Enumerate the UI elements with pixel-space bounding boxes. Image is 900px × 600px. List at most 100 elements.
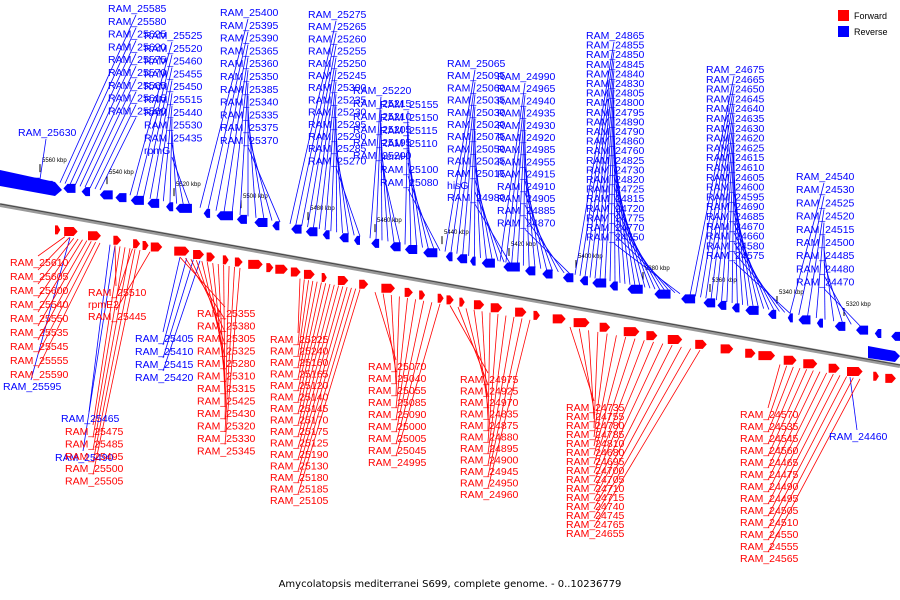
reverse-gene-label: RAM_25520 bbox=[144, 43, 203, 55]
reverse-gene-label: RAM_25075 bbox=[447, 131, 506, 143]
reverse-gene-arrow bbox=[115, 193, 127, 203]
reverse-leader-line bbox=[295, 33, 337, 226]
reverse-leader-line bbox=[579, 51, 615, 276]
reverse-gene-label: RAM_25465 bbox=[61, 413, 120, 425]
forward-gene-arrow bbox=[142, 241, 149, 251]
reverse-gene-arrow bbox=[354, 235, 360, 245]
reverse-leader-line bbox=[613, 243, 681, 294]
reverse-leader-line bbox=[136, 54, 173, 197]
forward-leader-line bbox=[395, 299, 417, 421]
forward-gene-label: RAM_24565 bbox=[740, 553, 799, 565]
forward-gene-label: RAM_25345 bbox=[197, 446, 256, 458]
reverse-gene-label: RAM_25615 bbox=[108, 93, 167, 105]
reverse-leader-line bbox=[726, 144, 735, 303]
forward-gene-label: RAM_24655 bbox=[566, 528, 625, 540]
reverse-gene-label: RAM_24965 bbox=[497, 83, 556, 95]
scale-tick-label: 5400 kbp bbox=[578, 254, 603, 260]
forward-gene-arrow bbox=[64, 226, 78, 236]
forward-leader-line bbox=[297, 284, 335, 426]
reverse-gene-label: RAM_24635 bbox=[706, 113, 765, 125]
forward-gene-label: RAM_24875 bbox=[460, 420, 519, 432]
reverse-leader-line bbox=[524, 229, 571, 275]
gene-labels: RAM_25585RAM_25580RAM_25625RAM_25620RAM_… bbox=[3, 3, 888, 565]
reverse-gene-label: RAM_25570 bbox=[108, 67, 167, 79]
forward-gene-arrow bbox=[720, 344, 734, 354]
reverse-gene-arrow bbox=[371, 238, 380, 248]
forward-gene-label: RAM_24810 bbox=[566, 438, 625, 450]
forward-gene-label: RAM_25120 bbox=[270, 380, 329, 392]
forward-leader-line bbox=[115, 248, 133, 299]
reverse-gene-label: RAM_24725 bbox=[586, 184, 645, 196]
reverse-leader-line bbox=[142, 67, 173, 198]
reverse-leader-line bbox=[689, 75, 735, 296]
forward-gene-label: RAM_24740 bbox=[566, 501, 625, 513]
reverse-gene-label: RAM_24815 bbox=[586, 193, 645, 205]
reverse-gene-label: RAM_25530 bbox=[144, 120, 203, 132]
forward-gene-label: RAM_24745 bbox=[566, 510, 625, 522]
forward-leader-line bbox=[297, 282, 322, 391]
reverse-gene-label: RAM_25560 bbox=[108, 105, 167, 117]
reverse-leader-line bbox=[613, 147, 631, 285]
reverse-gene-label: RAM_24595 bbox=[706, 191, 765, 203]
forward-leader-line bbox=[217, 264, 226, 395]
forward-gene-arrow bbox=[248, 259, 263, 269]
reverse-leader-line bbox=[604, 99, 615, 281]
reverse-leader-line bbox=[369, 96, 382, 239]
forward-leader-line bbox=[481, 311, 489, 420]
forward-leader-line bbox=[487, 316, 515, 466]
forward-leader-line bbox=[92, 247, 126, 438]
forward-leader-line bbox=[767, 373, 834, 505]
reverse-gene-label: RAM_25595 bbox=[3, 381, 62, 393]
reverse-gene-arrow bbox=[579, 276, 588, 286]
reverse-gene-label: RAM_24580 bbox=[706, 240, 765, 252]
reverse-leader-line bbox=[207, 31, 249, 210]
forward-gene-arrow bbox=[150, 242, 163, 252]
forward-gene-arrow bbox=[783, 355, 797, 365]
reverse-gene-label: RAM_25235 bbox=[308, 94, 367, 106]
reverse-gene-label: RAM_24530 bbox=[796, 184, 855, 196]
reverse-gene-label: RAM_24630 bbox=[706, 123, 765, 135]
reverse-leader-line bbox=[823, 275, 852, 325]
forward-gene-label: RAM_24680 bbox=[566, 447, 625, 459]
forward-leader-line bbox=[297, 285, 339, 437]
reverse-leader-line bbox=[335, 167, 361, 237]
forward-gene-label: RAM_25445 bbox=[88, 311, 147, 323]
reverse-gene-label: RAM_24500 bbox=[796, 237, 855, 249]
reverse-gene-label: RAM_24610 bbox=[706, 162, 765, 174]
reverse-leader-line bbox=[380, 161, 401, 244]
forward-gene-label: RAM_24495 bbox=[740, 493, 799, 505]
reverse-gene-label: RAM_25350 bbox=[220, 71, 279, 83]
reverse-gene-label: RAM_25625 bbox=[108, 29, 167, 41]
reverse-leader-line bbox=[79, 66, 137, 187]
forward-gene-label: RAM_25545 bbox=[10, 341, 69, 353]
reverse-leader-line bbox=[407, 149, 423, 248]
forward-gene-label: RAM_25225 bbox=[270, 334, 329, 346]
reverse-gene-label: RAM_25455 bbox=[144, 68, 203, 80]
reverse-gene-label: RAM_25400 bbox=[220, 7, 279, 19]
forward-gene-arrow bbox=[873, 371, 879, 381]
reverse-leader-line bbox=[335, 142, 349, 235]
reverse-leader-line bbox=[162, 260, 201, 372]
legend-reverse-label: Reverse bbox=[854, 27, 888, 37]
reverse-gene-arrow bbox=[389, 242, 401, 252]
forward-leader-line bbox=[593, 345, 673, 501]
forward-leader-line bbox=[767, 367, 801, 445]
reverse-leader-line bbox=[733, 193, 754, 307]
legend: Forward Reverse bbox=[838, 10, 888, 37]
reverse-gene-arrow bbox=[166, 202, 174, 212]
reverse-leader-line bbox=[324, 94, 337, 231]
forward-gene-arrow bbox=[381, 283, 395, 293]
forward-leader-line bbox=[473, 309, 489, 408]
forward-gene-label: RAM_25170 bbox=[270, 415, 329, 427]
reverse-gene-label: RAM_24525 bbox=[796, 197, 855, 209]
reverse-gene-label: RAM_24670 bbox=[706, 221, 765, 233]
reverse-leader-line bbox=[318, 81, 337, 230]
forward-leader-line bbox=[224, 265, 230, 420]
reverse-leader-line bbox=[594, 80, 615, 279]
reverse-gene-arrow bbox=[254, 218, 268, 228]
forward-leader-line bbox=[115, 251, 151, 311]
reverse-gene-label: RAM_24870 bbox=[497, 217, 556, 229]
forward-leader-line bbox=[593, 346, 682, 510]
reverse-leader-line bbox=[407, 136, 418, 247]
forward-gene-label: RAM_25320 bbox=[197, 421, 256, 433]
